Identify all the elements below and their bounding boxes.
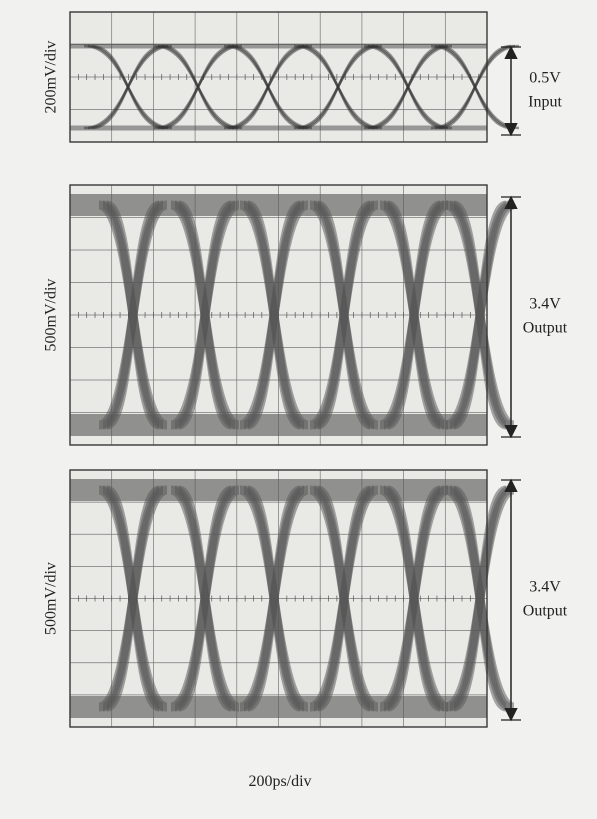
signal-label: Output bbox=[523, 603, 568, 620]
high-level-band bbox=[70, 194, 487, 216]
figure: 200ps/div 200mV/div 0.5V Input 500mV/div 3.4… bbox=[0, 0, 597, 814]
x-scale-label: 200ps/div bbox=[248, 773, 311, 790]
high-level-band bbox=[70, 44, 487, 49]
signal-label: Input bbox=[528, 94, 562, 111]
page: 200ps/div 200mV/div 0.5V Input 500mV/div 3.4… bbox=[0, 0, 597, 814]
signal-label: Output bbox=[523, 320, 568, 337]
eye-panel bbox=[70, 470, 514, 727]
y-scale-label: 200mV/div bbox=[43, 41, 60, 114]
low-level-band bbox=[70, 414, 487, 436]
eye-panel bbox=[70, 185, 514, 445]
high-level-band bbox=[70, 479, 487, 501]
eye-panel bbox=[70, 12, 519, 142]
amplitude-label: 3.4V bbox=[529, 296, 561, 313]
y-scale-label: 500mV/div bbox=[43, 279, 60, 352]
low-level-band bbox=[70, 126, 487, 131]
y-scale-label: 500mV/div bbox=[43, 562, 60, 635]
amplitude-label: 3.4V bbox=[529, 579, 561, 596]
amplitude-label: 0.5V bbox=[529, 70, 561, 87]
low-level-band bbox=[70, 696, 487, 718]
